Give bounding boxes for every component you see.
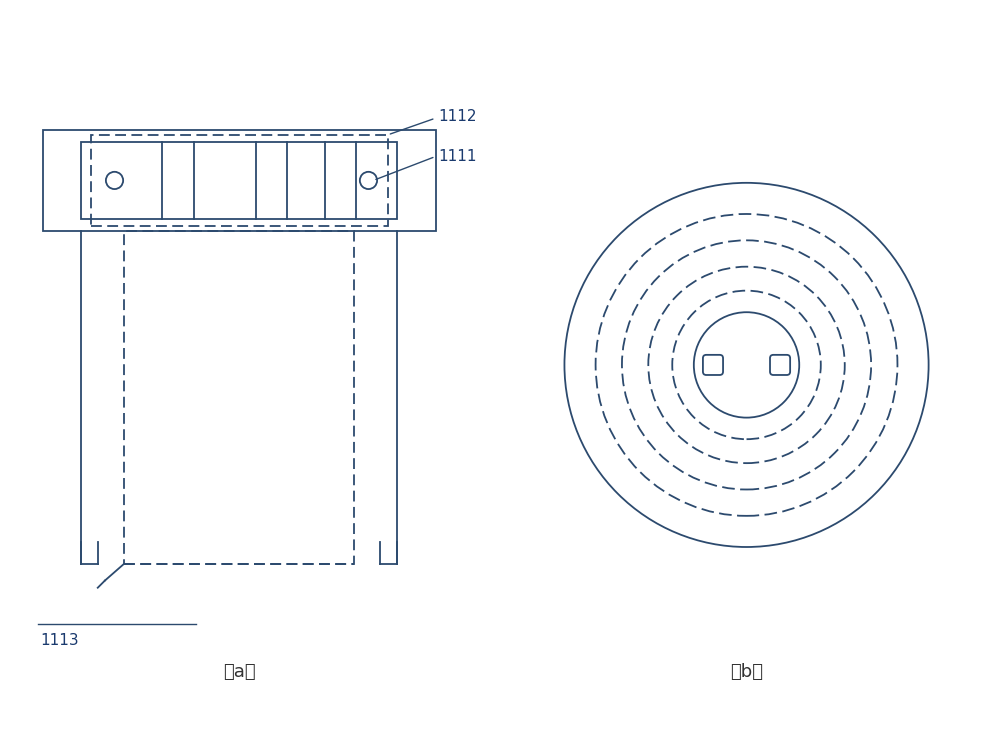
Text: （b）: （b） — [730, 663, 763, 681]
Bar — [124, 231, 354, 564]
Text: 1111: 1111 — [438, 149, 476, 164]
Text: 1113: 1113 — [40, 633, 79, 648]
Text: （a）: （a） — [223, 663, 255, 681]
Bar — [43, 130, 436, 231]
Bar — [81, 142, 397, 219]
Bar — [91, 135, 388, 226]
Text: 1112: 1112 — [438, 109, 476, 124]
